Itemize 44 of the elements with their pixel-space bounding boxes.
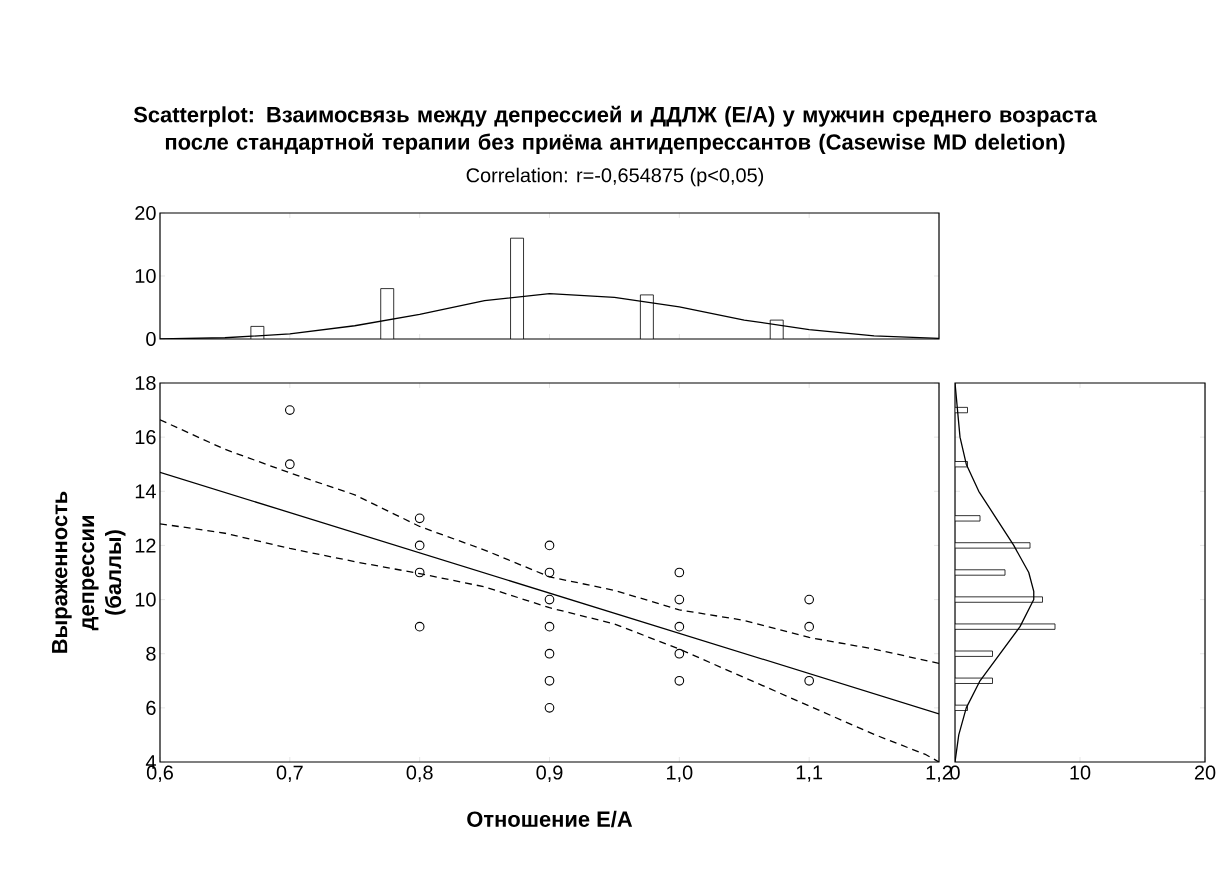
- point: [284, 405, 295, 415]
- y-tick-label: 10: [135, 268, 156, 284]
- y-tick-label: 16: [135, 430, 156, 445]
- point: [414, 540, 425, 551]
- point: [544, 648, 555, 659]
- point: [414, 513, 425, 524]
- point: [804, 675, 815, 686]
- y-tick-label: 6: [146, 700, 156, 715]
- x-tick-label: 0,8: [406, 765, 433, 782]
- x-tick-label: 10: [1070, 765, 1091, 780]
- chart-subtitle: Correlation: r=-0,654875 (p<0,05): [466, 167, 764, 187]
- y-axis-title: Выраженность депрессии (баллы): [52, 491, 126, 653]
- x-tick-label: 0,7: [276, 765, 303, 782]
- y-tick-label: 14: [135, 484, 156, 499]
- point: [674, 594, 685, 605]
- point: [544, 621, 555, 632]
- point: [674, 675, 685, 686]
- y-tick-label: 0: [146, 331, 156, 347]
- y-tick-label: 20: [135, 205, 156, 221]
- x-axis-title: Отношение E/A: [467, 810, 633, 828]
- x-tick-label: 1,0: [667, 765, 693, 782]
- y-tick-label: 12: [135, 538, 156, 553]
- point: [804, 594, 815, 605]
- x-tick-label: 1,1: [796, 765, 823, 782]
- point: [674, 567, 685, 578]
- point: [544, 594, 555, 605]
- chart-title: Scatterplot: Взаимосвязь между депрессией и ДДЛЖ (E/A) у мужчин среднего возраста после стандартной терапии без приёма антидепрессантов (Casewise MD deletion): [133, 105, 1097, 155]
- y-tick-label: 10: [135, 592, 156, 607]
- x-tick-label: 1,2: [926, 765, 952, 782]
- point: [414, 621, 425, 632]
- x-tick-label: 0,9: [536, 765, 563, 782]
- point: [804, 621, 815, 632]
- point: [284, 459, 295, 470]
- point: [544, 540, 555, 551]
- y-tick-label: 8: [146, 646, 156, 661]
- point: [674, 648, 685, 659]
- x-tick-label: 0: [950, 765, 960, 780]
- y-tick-label: 18: [135, 375, 156, 391]
- x-tick-label: 20: [1194, 765, 1216, 780]
- point: [674, 621, 685, 632]
- point: [544, 567, 555, 578]
- point: [414, 567, 425, 578]
- point: [544, 675, 555, 686]
- point: [544, 703, 555, 713]
